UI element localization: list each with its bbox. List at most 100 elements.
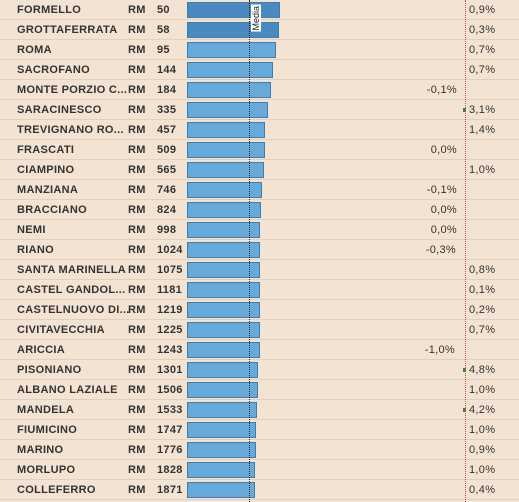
province-code: RM [128, 344, 146, 356]
rank-value: 1219 [157, 304, 183, 316]
rank-value: 1533 [157, 404, 183, 416]
municipality-name: MANZIANA [17, 184, 79, 196]
change-value: 0,2% [469, 304, 496, 316]
average-line [249, 0, 250, 502]
table-row: FIUMICINO RM 1747 1,0% [0, 420, 519, 440]
change-value: -1,0% [424, 344, 455, 356]
bar [187, 222, 260, 238]
province-code: RM [128, 364, 146, 376]
province-code: RM [128, 464, 146, 476]
province-code: RM [128, 224, 146, 236]
rank-value: 184 [157, 84, 177, 96]
change-value: 0,7% [469, 64, 496, 76]
bar [187, 42, 276, 58]
table-row: FRASCATI RM 509 0,0% [0, 140, 519, 160]
municipality-name: ALBANO LAZIALE [17, 384, 118, 396]
province-code: RM [128, 184, 146, 196]
change-value: 0,7% [469, 44, 496, 56]
bar [187, 242, 260, 258]
province-code: RM [128, 404, 146, 416]
rank-value: 1024 [157, 244, 183, 256]
municipality-name: SANTA MARINELLA [17, 264, 126, 276]
change-value: 0,8% [469, 264, 496, 276]
province-code: RM [128, 264, 146, 276]
rank-value: 1225 [157, 324, 183, 336]
rank-value: 1871 [157, 484, 183, 496]
province-code: RM [128, 84, 146, 96]
row-divider [0, 439, 519, 440]
province-code: RM [128, 144, 146, 156]
table-row: ALBANO LAZIALE RM 1506 1,0% [0, 380, 519, 400]
municipality-name: SACROFANO [17, 64, 90, 76]
row-divider [0, 199, 519, 200]
bar [187, 482, 255, 498]
province-code: RM [128, 124, 146, 136]
municipality-name: ROMA [17, 44, 52, 56]
municipality-name: TREVIGNANO RO... [17, 124, 124, 136]
rank-value: 1301 [157, 364, 183, 376]
bar [187, 62, 273, 78]
table-row: SANTA MARINELLA RM 1075 0,8% [0, 260, 519, 280]
change-value: -0,3% [425, 244, 456, 256]
rank-value: 565 [157, 164, 177, 176]
positive-marker [463, 368, 466, 372]
bar [187, 382, 258, 398]
rank-value: 58 [157, 24, 170, 36]
bar [187, 102, 268, 118]
change-value: 0,1% [469, 284, 496, 296]
average-label: Media [251, 5, 261, 32]
province-code: RM [128, 444, 146, 456]
table-row: RIANO RM 1024 -0,3% [0, 240, 519, 260]
province-code: RM [128, 164, 146, 176]
rank-value: 95 [157, 44, 170, 56]
municipality-name: CASTELNUOVO DI... [17, 304, 130, 316]
bar [187, 322, 260, 338]
municipality-name: ARICCIA [17, 344, 65, 356]
table-row: CIAMPINO RM 565 1,0% [0, 160, 519, 180]
municipality-name: RIANO [17, 244, 54, 256]
municipality-name: CIVITAVECCHIA [17, 324, 105, 336]
change-value: 4,2% [469, 404, 496, 416]
row-divider [0, 299, 519, 300]
province-code: RM [128, 324, 146, 336]
bar [187, 342, 260, 358]
province-code: RM [128, 424, 146, 436]
change-value: -0,1% [426, 84, 457, 96]
bar [187, 402, 257, 418]
province-code: RM [128, 384, 146, 396]
table-row: ROMA RM 95 0,7% [0, 40, 519, 60]
change-value: -0,1% [426, 184, 457, 196]
table-row: CASTELNUOVO DI... RM 1219 0,2% [0, 300, 519, 320]
row-divider [0, 159, 519, 160]
bar [187, 122, 265, 138]
change-value: 0,0% [430, 224, 457, 236]
zero-line [465, 0, 466, 502]
municipality-name: FIUMICINO [17, 424, 78, 436]
change-value: 0,0% [430, 204, 457, 216]
row-divider [0, 279, 519, 280]
rank-value: 144 [157, 64, 177, 76]
bar [187, 182, 262, 198]
rank-value: 1243 [157, 344, 183, 356]
rank-value: 824 [157, 204, 177, 216]
province-code: RM [128, 484, 146, 496]
row-divider [0, 259, 519, 260]
rank-value: 998 [157, 224, 177, 236]
change-value: 0,9% [469, 4, 496, 16]
row-divider [0, 419, 519, 420]
municipality-name: PISONIANO [17, 364, 82, 376]
change-value: 1,0% [469, 384, 496, 396]
row-divider [0, 319, 519, 320]
table-row: GROTTAFERRATA RM 58 0,3% [0, 20, 519, 40]
row-divider [0, 39, 519, 40]
province-code: RM [128, 64, 146, 76]
rank-value: 457 [157, 124, 177, 136]
row-divider [0, 479, 519, 480]
bar [187, 142, 265, 158]
table-row: SACROFANO RM 144 0,7% [0, 60, 519, 80]
table-row: NEMI RM 998 0,0% [0, 220, 519, 240]
rank-value: 509 [157, 144, 177, 156]
bar [187, 442, 256, 458]
bar [187, 202, 261, 218]
